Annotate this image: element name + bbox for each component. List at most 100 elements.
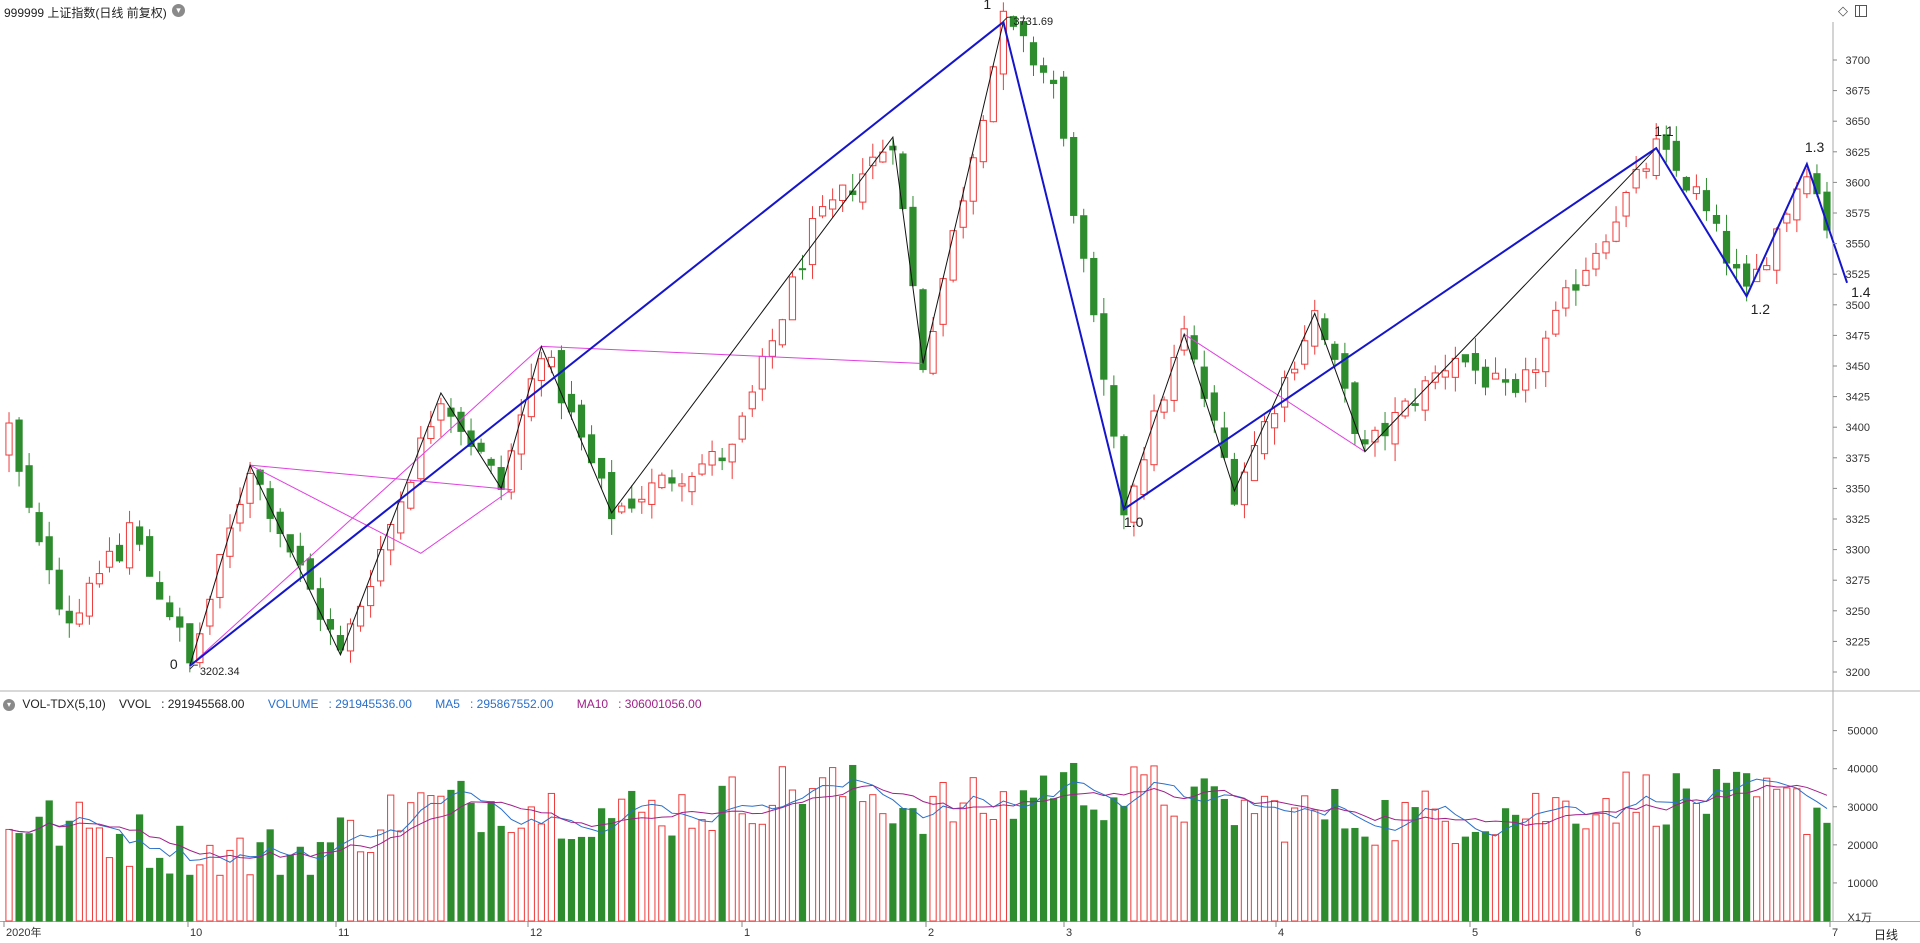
volume-bar [276,874,284,922]
price-tick-label: 3450 [1846,361,1870,373]
volume-bar [1612,822,1620,922]
candle [557,350,566,404]
volume-bar [1140,774,1148,922]
diamond-icon[interactable]: ◇ [1838,3,1848,18]
volume-bar [377,829,385,922]
candle [1632,168,1640,189]
price-tick-label: 3375 [1846,453,1870,465]
price-tick-label: 3300 [1846,545,1870,557]
candle [1150,410,1158,466]
candle [467,430,475,447]
volume-bar [859,801,867,922]
volume-bar [879,813,887,922]
volume-bar [1732,771,1741,922]
candle [1240,471,1249,506]
candle [708,451,716,466]
ma10-line [8,784,1828,859]
volume-bar [598,808,606,922]
wave-label: 1.4 [1851,284,1871,300]
time-tick-label: 12 [530,927,542,939]
candle [537,358,545,381]
volume-bar [306,874,314,922]
candle [176,616,184,628]
candle [1411,403,1419,406]
candle [1060,76,1068,139]
candle [1743,263,1751,287]
volume-bar [1682,788,1690,922]
candle [1612,221,1620,242]
time-tick-label: 11 [338,927,349,939]
volume-bar [1522,818,1530,922]
price-tick-label: 3275 [1846,575,1870,587]
candle [919,289,927,371]
pane-divider [0,690,1920,692]
panel-layout-icon[interactable] [1855,5,1867,17]
candle [15,419,23,472]
volume-bar [1331,788,1339,922]
volume-bar [15,833,23,922]
volume-bar [1291,807,1299,922]
candle [1501,379,1510,383]
volume-bar [658,825,666,922]
volume-bar [969,777,977,922]
volume-bar [829,767,837,922]
candle [869,156,877,167]
volume-bar [668,835,676,922]
volume-bar [1391,840,1399,922]
indicator-toggle-icon[interactable]: ▾ [3,698,15,711]
candle [577,404,586,438]
volume-bar [527,806,535,922]
volume-bar [55,845,63,922]
candle [1391,412,1399,445]
primary-wave-line [189,20,1849,667]
volume-bar [1793,788,1801,922]
candle [1552,309,1560,335]
candle [1029,42,1038,66]
candle [1471,353,1480,371]
volume-bar [226,849,234,922]
volume-bar [1100,820,1108,922]
volume-bar [768,804,776,922]
candle [366,586,375,607]
wave-label: 1 [983,0,991,12]
candle [246,472,254,504]
candle [25,465,33,508]
chevron-down-icon[interactable]: ▾ [172,4,185,17]
time-tick-label: 1 [744,927,750,939]
volume-bar [35,816,43,922]
candle [829,199,837,210]
volume-bar [1130,766,1138,922]
wave-label: 1.0 [1124,514,1144,530]
candle [929,330,937,374]
volume-bar [577,836,586,922]
candle [1582,269,1590,286]
volume-bar [1813,807,1821,922]
candle [1793,188,1801,221]
candle [186,623,194,664]
candle [1441,370,1449,378]
time-tick-label: 2 [928,927,934,939]
volume-bar [25,833,33,922]
volume-bar [286,854,294,922]
candle [517,414,525,455]
candle [738,415,746,440]
candle [648,482,656,505]
volume-bar [336,817,345,922]
candle [758,355,766,390]
volume-bar [818,777,827,922]
candle [427,426,435,440]
period-label[interactable]: 日线 [1874,928,1899,942]
volume-bar [397,830,405,922]
candle [316,588,324,620]
candle [1522,369,1530,391]
candle [1532,369,1540,373]
volume-bar [1642,774,1650,922]
candle [1451,357,1459,378]
candle [477,442,485,452]
volume-bar [798,803,807,922]
candle [1210,392,1218,421]
candle [1019,20,1028,37]
candle [65,610,73,624]
candle [1542,337,1550,373]
volume-bar [919,833,927,922]
